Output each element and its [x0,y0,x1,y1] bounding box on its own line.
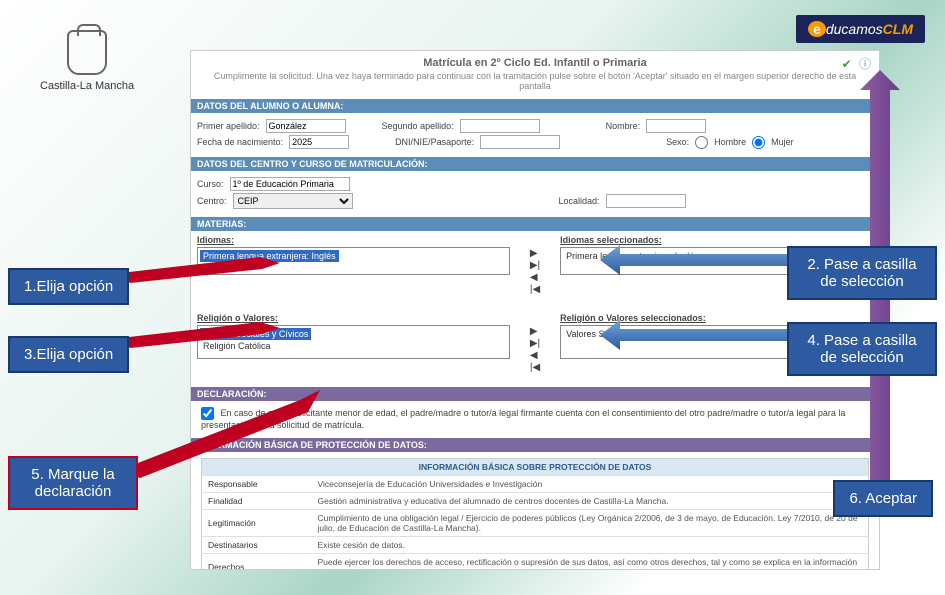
callout-5: 5. Marque la declaración [8,456,138,510]
arrow-4 [600,315,790,375]
arrow-2 [600,240,790,300]
arrow-3 [120,320,280,360]
move-all-left-icon[interactable]: |◀ [530,285,540,295]
fecha-input[interactable] [289,135,349,149]
brand-clm: CLM [883,21,913,37]
accept-icon[interactable]: ✔ [842,57,852,71]
region-label: Castilla-La Mancha [40,80,134,92]
table-row: DerechosPuede ejercer los derechos de ac… [202,554,869,571]
localidad-input[interactable] [606,194,686,208]
table-row: DestinatariosExiste cesión de datos. [202,537,869,554]
fecha-label: Fecha de nacimiento: [197,137,283,147]
idiomas-left-label: Idiomas: [197,235,510,245]
dni-input[interactable] [480,135,560,149]
move-right-icon[interactable]: ▶ [530,249,540,259]
sexo-mujer-radio[interactable] [752,136,765,149]
primer-apellido-label: Primer apellido: [197,121,260,131]
region-logo: Castilla-La Mancha [40,30,134,92]
form-subtitle: Cumplimente la solicitud. Una vez haya t… [191,71,879,97]
help-icon[interactable]: ⓘ [859,57,871,71]
table-row: FinalidadGestión administrativa y educat… [202,493,869,510]
callout-2: 2. Pase a casilla de selección [787,246,937,300]
curso-input[interactable] [230,177,350,191]
curso-label: Curso: [197,179,224,189]
localidad-label: Localidad: [559,196,600,206]
nombre-label: Nombre: [606,121,641,131]
table-row: LegitimaciónCumplimiento de una obligaci… [202,510,869,537]
move-left-icon[interactable]: ◀ [530,273,540,283]
mujer-label: Mujer [771,137,794,147]
move-all-right-icon[interactable]: ▶| [530,339,540,349]
callout-1: 1.Elija opción [8,268,129,305]
dni-label: DNI/NIE/Pasaporte: [395,137,474,147]
brand-logo: educamosCLM [796,15,925,43]
nombre-input[interactable] [646,119,706,133]
callout-6: 6. Aceptar [833,480,933,517]
segundo-apellido-label: Segundo apellido: [382,121,454,131]
shield-icon [67,30,107,75]
brand-mid: ducamos [826,21,883,37]
centro-select[interactable]: CEIP [233,193,353,209]
form-title: Matrícula en 2º Ciclo Ed. Infantil o Pri… [191,51,879,71]
hombre-label: Hombre [714,137,746,147]
primer-apellido-input[interactable] [266,119,346,133]
move-right-icon[interactable]: ▶ [530,327,540,337]
section-alumno-body: Primer apellido: Segundo apellido: Nombr… [191,113,879,155]
brand-e: e [808,21,826,37]
sexo-label: Sexo: [666,137,689,147]
section-alumno-header: DATOS DEL ALUMNO O ALUMNA: [191,99,879,113]
sexo-hombre-radio[interactable] [695,136,708,149]
arrow-1 [120,255,280,295]
arrow-5 [120,390,320,480]
move-all-right-icon[interactable]: ▶| [530,261,540,271]
enrollment-form: ✔ ⓘ Matrícula en 2º Ciclo Ed. Infantil o… [190,50,880,570]
section-centro-header: DATOS DEL CENTRO Y CURSO DE MATRICULACIÓ… [191,157,879,171]
section-centro-body: Curso: Centro: CEIP Localidad: [191,171,879,215]
centro-label: Centro: [197,196,227,206]
religion-transfer: ▶ ▶| ◀ |◀ [530,313,540,373]
callout-3: 3.Elija opción [8,336,129,373]
callout-4: 4. Pase a casilla de selección [787,322,937,376]
move-all-left-icon[interactable]: |◀ [530,363,540,373]
move-left-icon[interactable]: ◀ [530,351,540,361]
idiomas-transfer: ▶ ▶| ◀ |◀ [530,235,540,295]
segundo-apellido-input[interactable] [460,119,540,133]
section-materias-header: MATERIAS: [191,217,879,231]
